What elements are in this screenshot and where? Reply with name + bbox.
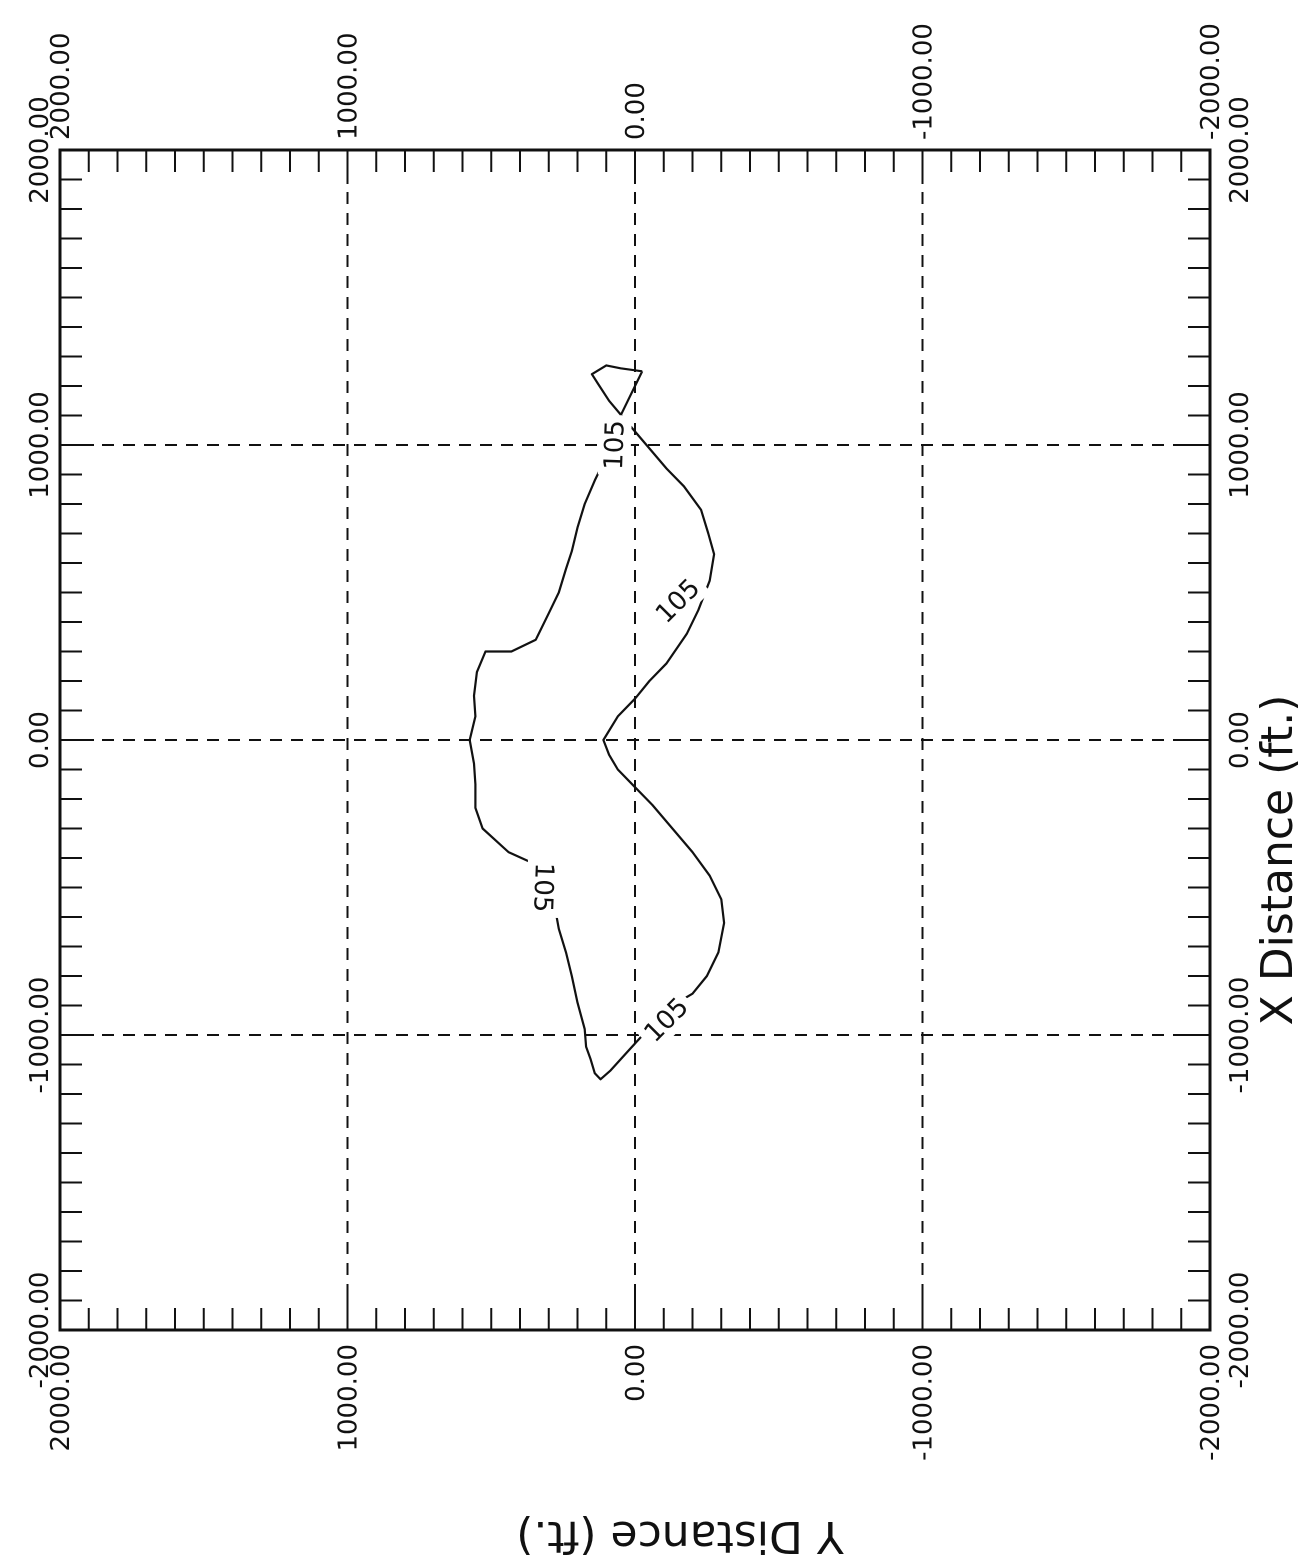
bottom-tick-label: -1000.00	[909, 1344, 939, 1461]
contour-label: 105	[527, 862, 559, 913]
top-tick-label: -2000.00	[1196, 23, 1226, 140]
bottom-tick-label: 1000.00	[334, 1344, 364, 1452]
left-tick-label: -2000.00	[25, 1272, 55, 1389]
contour-label-mask	[525, 856, 561, 919]
top-tick-label: 2000.00	[46, 32, 76, 140]
tick-labels: 2000.002000.001000.001000.000.000.00-100…	[25, 23, 1255, 1461]
bottom-tick-label: 0.00	[621, 1344, 651, 1402]
contour-label-mask	[597, 414, 632, 476]
bottom-tick-label: 2000.00	[46, 1344, 76, 1452]
top-tick-label: -1000.00	[909, 23, 939, 140]
contour-label-mask	[634, 987, 700, 1053]
contour-label: 105	[599, 420, 631, 471]
right-tick-label: 0.00	[1225, 711, 1255, 769]
bottom-tick-label: -2000.00	[1196, 1344, 1226, 1461]
right-tick-label: -1000.00	[1225, 977, 1255, 1094]
y-axis-title: Y Distance (ft.)	[516, 1511, 845, 1562]
right-tick-label: 1000.00	[1225, 391, 1255, 499]
grid-lines	[60, 150, 1210, 1330]
x-axis-title: X Distance (ft.)	[1252, 695, 1303, 1026]
plot-frame	[58, 148, 1212, 1332]
axis-ticks	[59, 149, 1211, 1331]
top-tick-label: 1000.00	[334, 32, 364, 140]
right-tick-label: -2000.00	[1225, 1272, 1255, 1389]
left-tick-label: 2000.00	[25, 96, 55, 204]
contour-line-105	[468, 364, 726, 1081]
right-tick-label: 2000.00	[1225, 96, 1255, 204]
left-tick-label: 0.00	[25, 711, 55, 769]
top-tick-label: 0.00	[621, 82, 651, 140]
left-tick-label: 1000.00	[25, 391, 55, 499]
left-tick-label: -1000.00	[25, 977, 55, 1094]
contour-label-mask	[645, 568, 711, 634]
contour-lines	[468, 364, 726, 1081]
